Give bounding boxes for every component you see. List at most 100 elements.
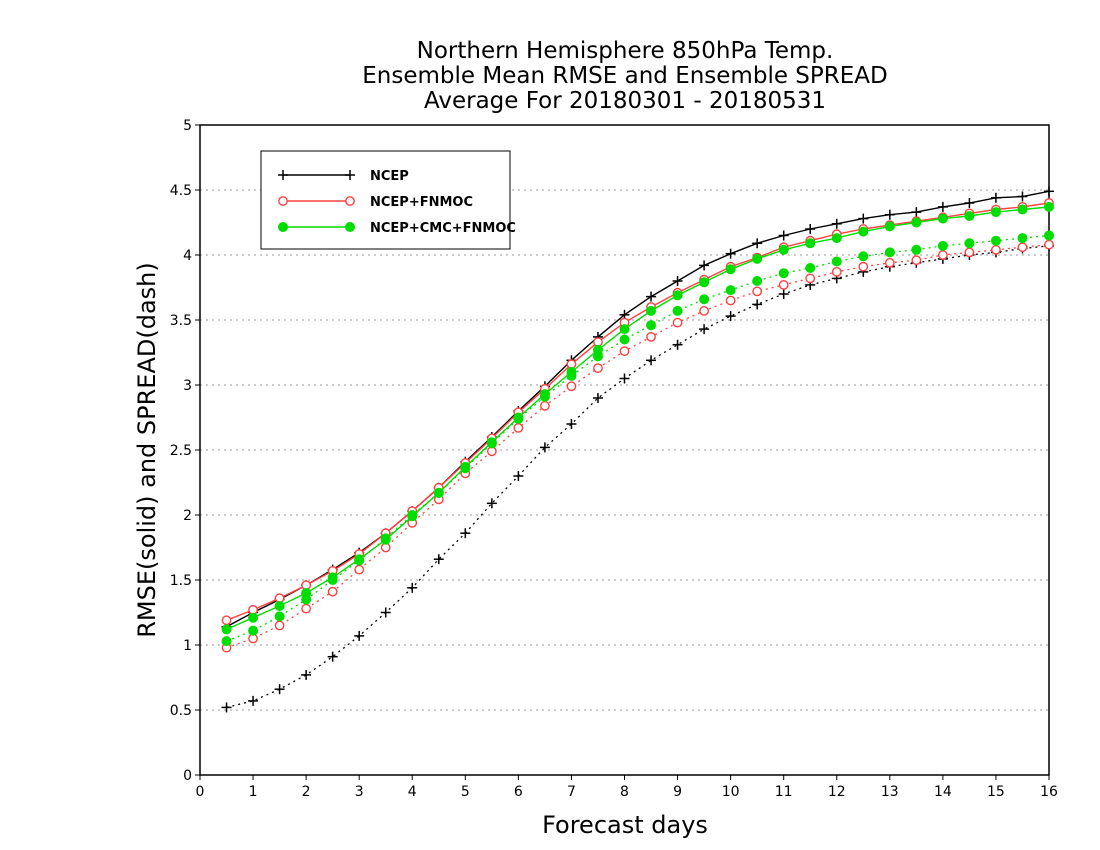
x-tick-label: 1 (249, 784, 258, 800)
rmse-point (725, 264, 736, 275)
rmse-point (805, 238, 816, 249)
rmse-point (486, 437, 497, 448)
spread-point (911, 255, 922, 266)
spread-point (778, 279, 789, 290)
series-2 (221, 198, 1054, 653)
spread-point (778, 289, 789, 299)
spread-point (1017, 242, 1028, 253)
axis-ticks: 00.511.522.533.544.550 1 2 3 4 5 6 7 8 9 10 11 12 13 1… (170, 118, 1058, 800)
series-rmse-line (226, 190, 1050, 628)
legend-marker (278, 196, 288, 206)
spread-point (937, 250, 948, 260)
spread-point (990, 235, 1001, 246)
x-tick-label: 4 (408, 784, 417, 800)
spread-point (619, 334, 630, 345)
rmse-point (566, 367, 577, 377)
x-tick-label: 16 (1040, 784, 1058, 800)
x-tick-label: 5 (461, 784, 470, 800)
spread-point (991, 244, 1001, 255)
y-tick-label: 0 (183, 768, 192, 784)
y-tick-label: 5 (183, 118, 192, 134)
x-tick-label: 13 (881, 784, 899, 800)
rmse-point (1017, 204, 1028, 215)
x-axis-label: Forecast days (542, 811, 708, 839)
spread-point (646, 331, 656, 342)
rmse-point (937, 201, 948, 212)
spread-point (566, 419, 577, 429)
spread-point (646, 320, 657, 331)
rmse-point (990, 207, 1001, 218)
rmse-point (752, 253, 763, 264)
rmse-point (672, 290, 683, 301)
spread-point (805, 273, 816, 284)
series-layer (221, 186, 1054, 713)
legend-marker (278, 170, 288, 180)
y-tick-label: 2 (183, 508, 192, 524)
x-tick-label: 0 (196, 784, 205, 800)
rmse-point (513, 412, 524, 423)
x-tick-label: 2 (302, 784, 311, 800)
spread-point (805, 263, 816, 273)
spread-point (513, 471, 524, 481)
spread-point (619, 373, 630, 384)
legend-marker (345, 196, 355, 206)
series-1 (221, 186, 1054, 713)
spread-point (1044, 230, 1054, 241)
spread-point (221, 636, 232, 647)
legend-marker (345, 170, 355, 180)
y-tick-label: 4.5 (170, 183, 192, 199)
spread-point (354, 564, 365, 575)
rmse-point (248, 612, 259, 623)
series-3 (221, 201, 1054, 647)
spread-point (407, 582, 418, 593)
rmse-point (646, 305, 657, 316)
spread-point (327, 651, 338, 662)
series-rmse-line (226, 202, 1050, 621)
chart-title-line-2: Ensemble Mean RMSE and Ensemble SPREAD (362, 63, 887, 89)
spread-point (858, 261, 869, 272)
rmse-point (990, 192, 1001, 203)
rmse-point (354, 554, 365, 565)
x-tick-label: 6 (514, 784, 523, 800)
rmse-point (274, 601, 285, 611)
spread-point (752, 276, 763, 286)
spread-point (301, 603, 312, 614)
spread-point (884, 247, 895, 258)
spread-point (539, 442, 550, 453)
spread-point (221, 702, 232, 713)
spread-point (380, 607, 391, 618)
spread-point (248, 625, 259, 636)
y-tick-label: 4 (183, 248, 192, 264)
rmse-point (911, 217, 922, 228)
spread-point (831, 256, 842, 267)
y-tick-label: 2.5 (170, 443, 192, 459)
rmse-point (884, 221, 895, 232)
rmse-point (752, 238, 763, 249)
y-tick-label: 1.5 (170, 573, 192, 589)
chart-title-line-3: Average For 20180301 - 20180531 (424, 88, 826, 114)
legend-label: NCEP+CMC+FNMOC (370, 221, 516, 236)
rmse-point (858, 213, 869, 224)
rmse-point (911, 207, 922, 218)
rmse-point (646, 291, 657, 302)
series-rmse-line (226, 206, 1050, 631)
rmse-point (858, 226, 869, 237)
rmse-point (699, 260, 710, 271)
rmse-point (380, 534, 391, 545)
series-spread-line (226, 234, 1050, 642)
rmse-point (539, 389, 550, 400)
spread-point (964, 247, 975, 258)
rmse-point (805, 224, 816, 234)
rmse-point (672, 276, 683, 286)
spread-point (752, 299, 763, 310)
spread-point (460, 528, 471, 539)
spread-point (433, 554, 444, 565)
spread-point (274, 611, 285, 622)
x-tick-label: 11 (775, 784, 793, 800)
rmse-point (327, 572, 338, 583)
y-tick-label: 0.5 (170, 703, 192, 719)
legend-label: NCEP (370, 169, 409, 184)
spread-point (964, 238, 975, 249)
rmse-point (619, 324, 630, 335)
